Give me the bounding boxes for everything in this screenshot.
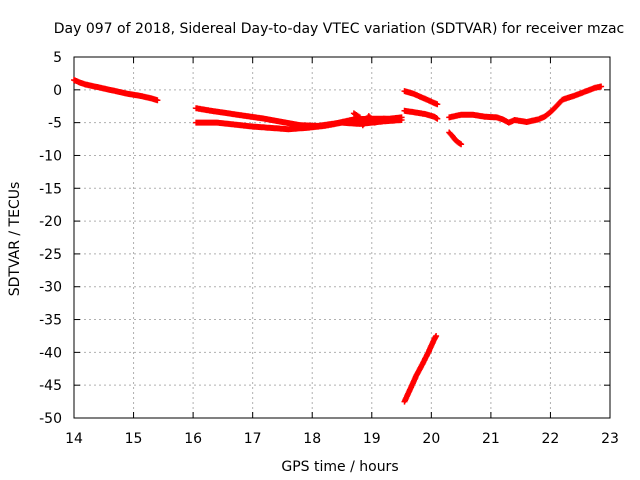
y-tick-label: -40: [39, 345, 62, 361]
data-point-markers: [401, 88, 441, 108]
series-segment: [446, 83, 605, 126]
chart-title: Day 097 of 2018, Sidereal Day-to-day VTE…: [54, 21, 624, 37]
x-tick-label: 22: [542, 431, 560, 447]
y-tick-label: -25: [39, 247, 62, 263]
series-segment: [446, 129, 465, 148]
data-point-markers: [446, 129, 465, 148]
x-tick-label: 20: [422, 431, 440, 447]
grid: [74, 57, 610, 418]
series-segment: [350, 110, 396, 129]
y-tick-label: -35: [39, 313, 62, 329]
x-tick-label: 19: [363, 431, 381, 447]
y-tick-label: -15: [39, 181, 62, 197]
x-tick-label: 18: [303, 431, 321, 447]
series-segment: [71, 77, 161, 104]
data-point-markers: [350, 110, 396, 129]
x-tick-label: 23: [601, 431, 619, 447]
y-tick-label: -20: [39, 214, 62, 230]
y-tick-label: -45: [39, 378, 62, 394]
ticks: 14 15 16 17 18 19 20 21 22 23 5 0 -5 -10 -15 -20 -25 -30 -…: [39, 50, 619, 447]
series-segment: [401, 88, 441, 108]
data-point-markers: [446, 83, 605, 126]
y-tick-label: -10: [39, 148, 62, 164]
x-axis-label: GPS time / hours: [281, 459, 398, 475]
y-tick-label: -50: [39, 411, 62, 427]
x-tick-label: 16: [184, 431, 202, 447]
y-tick-label: -30: [39, 280, 62, 296]
x-tick-label: 15: [125, 431, 143, 447]
data-point-markers: [401, 333, 440, 405]
plot-border: [73, 56, 611, 419]
y-tick-label: 0: [53, 83, 62, 99]
y-tick-label: 5: [53, 50, 62, 66]
data-point-markers: [401, 107, 441, 122]
x-tick-label: 14: [65, 431, 83, 447]
x-tick-label: 17: [244, 431, 262, 447]
data-marks: [71, 77, 605, 405]
data-point-markers: [71, 77, 161, 104]
y-tick-label: -5: [48, 116, 62, 132]
series-segment: [401, 333, 440, 405]
x-tick-label: 21: [482, 431, 500, 447]
y-axis-label: SDTVAR / TECUs: [7, 182, 23, 297]
series-segment: [401, 107, 441, 122]
